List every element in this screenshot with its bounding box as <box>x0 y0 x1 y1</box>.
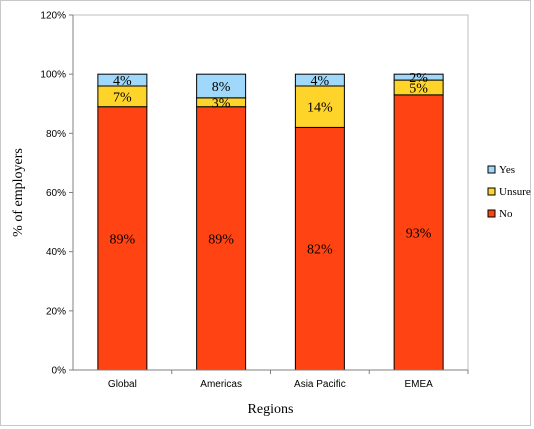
data-label: 3% <box>212 96 231 111</box>
data-label: 89% <box>110 232 136 247</box>
plot-area: 0%20%40%60%80%100%120% 89%7%4%89%3%8%82%… <box>40 11 469 390</box>
y-tick-label: 0% <box>52 366 67 377</box>
x-tick-label: EMEA <box>404 379 433 390</box>
y-tick-label: 60% <box>46 188 66 199</box>
x-axis-ticks: Global Americas Asia Pacific EMEA <box>108 370 469 390</box>
bar-segment-no <box>393 94 444 371</box>
x-tick-label: Americas <box>200 379 242 390</box>
bar-segment-unsure <box>294 85 345 128</box>
bar-stack: 89% 3%8% <box>196 73 247 371</box>
data-label: 5% <box>409 81 428 96</box>
bars: 89%7%4%89%3%8%82%14%4%93%5%2% <box>97 71 444 371</box>
data-label: 4% <box>311 74 330 89</box>
data-label: 89% <box>208 232 234 247</box>
legend-swatch-unsure <box>487 187 496 196</box>
data-label: 14% <box>307 101 333 116</box>
bar-segment-yes <box>97 73 148 87</box>
bar-segment-yes <box>294 73 345 87</box>
legend-label-unsure: Unsure <box>499 186 531 198</box>
bar-stack: 82% 14% 4% <box>294 73 345 371</box>
bar-segment-yes <box>393 73 444 81</box>
bar-stack: 93% 5%2% <box>393 71 444 371</box>
bar-stack: 89% 7%4% <box>97 73 148 371</box>
bar-segment-no <box>294 126 345 371</box>
data-label: 93% <box>406 226 432 241</box>
y-axis-title: % of employers <box>11 148 26 237</box>
legend-swatch-no <box>487 209 496 218</box>
x-axis-title: Regions <box>248 402 294 417</box>
x-tick-label: Global <box>108 379 137 390</box>
legend-label-no: No <box>499 208 513 220</box>
x-tick-label: Asia Pacific <box>294 379 346 390</box>
data-label: 82% <box>307 243 333 258</box>
bar-segment-yes <box>196 73 247 99</box>
legend-label-yes: Yes <box>499 164 515 176</box>
data-label: 4% <box>113 74 132 89</box>
legend-swatch-yes <box>487 165 496 174</box>
y-tick-label: 100% <box>40 70 66 81</box>
y-tick-label: 120% <box>40 11 66 22</box>
data-label: 7% <box>113 90 132 105</box>
legend: Yes Unsure No <box>487 164 531 220</box>
data-label: 2% <box>409 71 428 86</box>
y-tick-label: 80% <box>46 129 66 140</box>
bar-segment-no <box>97 106 148 371</box>
y-tick-label: 40% <box>46 247 66 258</box>
y-tick-label: 20% <box>46 306 66 317</box>
y-axis-ticks: 0% 20% 40% 60% 80% 100% 120% <box>40 11 73 377</box>
data-label: 8% <box>212 80 231 95</box>
